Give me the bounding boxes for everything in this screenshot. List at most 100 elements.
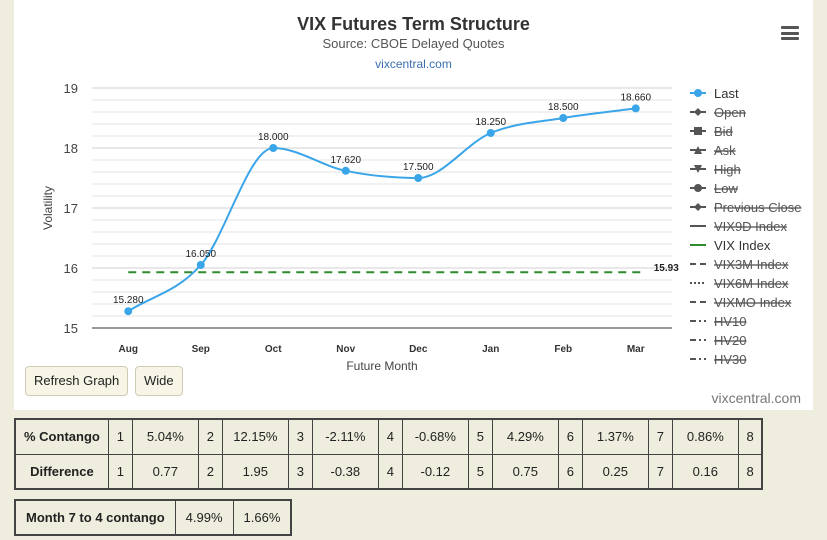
legend-marker [694, 89, 702, 97]
value-cell: -0.68% [401, 418, 469, 455]
month-index-cell: 7 [647, 418, 673, 455]
legend-item-label[interactable]: Open [714, 105, 746, 120]
data-label: 18.660 [620, 92, 651, 103]
month-index-cell: 3 [287, 453, 313, 490]
legend-item-label[interactable]: High [714, 162, 741, 177]
legend-item-label[interactable]: Previous Close [714, 200, 801, 215]
value-cell: -0.12 [401, 453, 469, 490]
data-point [196, 261, 205, 269]
month-index-cell: 1 [107, 418, 133, 455]
chart-svg: 15 16 17 18 19 Aug Sep Oct Nov Dec Jan Feb Mar Future… [41, 81, 801, 373]
value-cell: 1.95 [221, 453, 289, 490]
value-cell: 4.29% [491, 418, 559, 455]
value-cell: 1.37% [581, 418, 649, 455]
month-index-cell: 2 [197, 453, 223, 490]
month-index-cell: 3 [287, 418, 313, 455]
legend-item-label[interactable]: HV20 [714, 333, 747, 348]
table-row: % Contango 1 5.04% 2 12.15% 3 -2.11% 4 -0.68% 5 4.… [14, 418, 763, 455]
data-label: 18.000 [258, 132, 289, 143]
contango-table: % Contango 1 5.04% 2 12.15% 3 -2.11% 4 -0.68% 5 4.… [14, 418, 764, 490]
legend-item-label[interactable]: Bid [714, 124, 733, 139]
data-label: 17.500 [403, 162, 434, 173]
legend-item-label[interactable]: Low [714, 181, 738, 196]
legend-marker [694, 127, 702, 135]
data-label: 17.620 [330, 155, 361, 166]
legend-item-label[interactable]: HV30 [714, 352, 747, 367]
month-index-cell: 8 [737, 453, 763, 490]
data-label: 15.280 [113, 295, 144, 306]
x-tick-label: Aug [119, 344, 138, 355]
x-tick-label: Feb [554, 344, 572, 355]
y-tick-label: 18 [64, 141, 78, 156]
x-tick-label: Dec [409, 344, 428, 355]
data-point [414, 174, 423, 182]
legend-item-label[interactable]: VIX6M Index [714, 276, 789, 291]
legend-item-label[interactable]: VIXMO Index [714, 295, 792, 310]
menu-icon[interactable] [781, 26, 799, 40]
y-tick-label: 16 [64, 261, 78, 276]
value-cell: 0.16 [671, 453, 739, 490]
refresh-graph-button[interactable]: Refresh Graph [25, 366, 129, 396]
row-header: % Contango [14, 418, 109, 455]
month-index-cell: 5 [467, 453, 493, 490]
value-cell: 0.77 [131, 453, 199, 490]
month-index-cell: 8 [737, 418, 763, 455]
y-tick-label: 15 [64, 321, 78, 336]
legend-item-label[interactable]: VIX Index [714, 238, 771, 253]
data-point [631, 104, 640, 113]
chart-subtitle: Source: CBOE Delayed Quotes [322, 36, 505, 51]
month-index-cell: 7 [647, 453, 673, 490]
data-point [124, 307, 133, 316]
chart-title: VIX Futures Term Structure [297, 14, 530, 34]
chart-site-link[interactable]: vixcentral.com [375, 57, 452, 71]
table-row: Month 7 to 4 contango 4.99% 1.66% [14, 499, 292, 536]
data-point [559, 114, 568, 122]
legend-marker [694, 165, 702, 173]
month-index-cell: 4 [377, 453, 403, 490]
value-cell: 0.75 [491, 453, 559, 490]
month-index-cell: 1 [107, 453, 133, 490]
row-header: Difference [14, 453, 109, 490]
data-label: 18.250 [475, 117, 506, 128]
data-label: 16.050 [185, 249, 216, 260]
x-tick-label: Jan [482, 344, 499, 355]
x-tick-label: Oct [265, 344, 282, 355]
data-label: 18.500 [548, 102, 579, 113]
month-index-cell: 6 [557, 418, 583, 455]
month-index-cell: 2 [197, 418, 223, 455]
month-index-cell: 4 [377, 418, 403, 455]
month74-value: 1.66% [232, 499, 292, 536]
month74-label: Month 7 to 4 contango [14, 499, 176, 536]
table-row: Difference 1 0.77 2 1.95 3 -0.38 4 -0.12 5 0.75 6 0.… [14, 453, 763, 490]
legend-item-label[interactable]: VIX9D Index [714, 219, 787, 234]
value-cell: 0.25 [581, 453, 649, 490]
legend-item-label[interactable]: Ask [714, 143, 736, 158]
vix-index-label: 15.93 [654, 263, 679, 274]
x-tick-label: Nov [336, 344, 355, 355]
month-index-cell: 6 [557, 453, 583, 490]
legend-item-label[interactable]: HV10 [714, 314, 747, 329]
value-cell: -0.38 [311, 453, 379, 490]
legend-marker [694, 184, 702, 192]
data-point [269, 144, 278, 152]
legend-marker [694, 203, 702, 211]
chart-panel: VIX Futures Term Structure Source: CBOE … [14, 0, 813, 410]
value-cell: -2.11% [311, 418, 379, 455]
series-last-line [127, 107, 636, 313]
wide-button[interactable]: Wide [135, 366, 183, 396]
y-tick-label: 19 [64, 81, 78, 96]
y-tick-label: 17 [64, 201, 78, 216]
month-7-to-4-table: Month 7 to 4 contango 4.99% 1.66% [14, 499, 293, 536]
value-cell: 0.86% [671, 418, 739, 455]
y-axis-title: Volatility [41, 186, 55, 230]
credit-text: vixcentral.com [711, 390, 801, 406]
data-point [341, 166, 350, 175]
legend-item-label[interactable]: VIX3M Index [714, 257, 789, 272]
value-cell: 5.04% [131, 418, 199, 455]
legend-item-label[interactable]: Last [714, 86, 739, 101]
x-tick-label: Mar [627, 344, 645, 355]
x-tick-label: Sep [192, 344, 210, 355]
month74-value: 4.99% [174, 499, 234, 536]
data-point [486, 129, 495, 137]
legend-marker [694, 146, 702, 154]
